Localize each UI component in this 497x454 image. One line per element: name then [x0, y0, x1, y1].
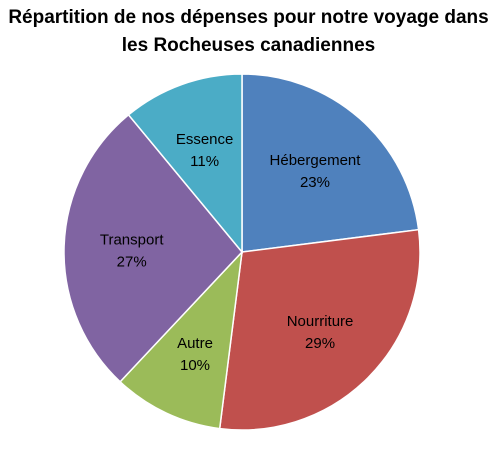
chart-title-line-2: les Rocheuses canadiennes [121, 35, 376, 56]
slice-label-essence: Essence [176, 131, 234, 148]
chart-title-line-1: Répartition de nos dépenses pour notre v… [8, 7, 489, 28]
slice-label-nourriture: Nourriture [287, 313, 354, 330]
slice-percent-hebergement: 23% [300, 174, 330, 191]
pie-slice-transport [63, 113, 243, 383]
pie-slice-hebergement [241, 73, 420, 253]
pie-slice-essence [127, 73, 243, 255]
pie-slice-nourriture [218, 228, 421, 431]
chart-title: Répartition de nos dépenses pour notre v… [0, 4, 497, 60]
slice-percent-essence: 11% [190, 153, 219, 170]
slice-label-autre: Autre [177, 335, 213, 352]
slice-label-hebergement: Hébergement [270, 152, 362, 169]
slice-percent-autre: 10% [180, 357, 210, 374]
slice-percent-transport: 27% [117, 254, 147, 271]
slice-percent-nourriture: 29% [305, 335, 335, 352]
pie-slice-autre [119, 249, 244, 430]
slice-label-transport: Transport [100, 232, 164, 249]
